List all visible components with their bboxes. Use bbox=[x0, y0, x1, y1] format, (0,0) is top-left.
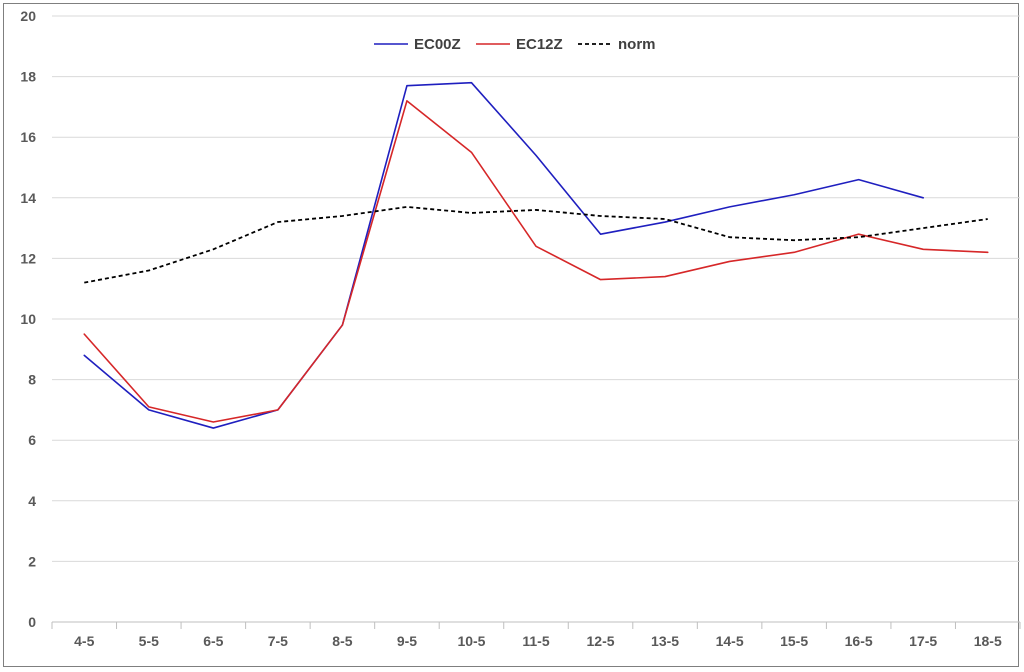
legend: EC00Z EC12Z norm bbox=[374, 36, 656, 53]
y-tick-label: 8 bbox=[28, 372, 36, 388]
y-tick-label: 16 bbox=[20, 129, 36, 145]
gridlines bbox=[52, 15, 1020, 562]
x-tick-label: 8-5 bbox=[332, 633, 352, 649]
y-tick-label: 4 bbox=[28, 493, 36, 509]
x-tick-label: 12-5 bbox=[587, 633, 615, 649]
chart-frame bbox=[3, 3, 1019, 667]
x-tick-label: 6-5 bbox=[203, 633, 223, 649]
y-tick-label: 18 bbox=[20, 69, 36, 85]
x-tick-label: 17-5 bbox=[909, 633, 937, 649]
y-tick-label: 2 bbox=[28, 553, 36, 569]
x-tick-label: 15-5 bbox=[780, 633, 808, 649]
x-tick-label: 9-5 bbox=[397, 633, 417, 649]
y-tick-label: 20 bbox=[20, 8, 36, 24]
axes: 0 2 4 6 8 10 12 14 16 18 20 4-5 5-5 6-5 7-5 8-5 9-5 10-5 1… bbox=[20, 8, 1021, 649]
x-tick-label: 14-5 bbox=[716, 633, 744, 649]
y-tick-label: 6 bbox=[28, 432, 36, 448]
y-tick-label: 14 bbox=[20, 190, 36, 206]
x-tick-label: 16-5 bbox=[845, 633, 873, 649]
x-tick-label: 5-5 bbox=[139, 633, 159, 649]
series-lines bbox=[83, 81, 989, 429]
legend-label-ec00z: EC00Z bbox=[414, 36, 461, 53]
series-line-ec12z bbox=[83, 100, 989, 423]
x-tick-label: 4-5 bbox=[74, 633, 94, 649]
series-line-ec00z bbox=[83, 81, 924, 429]
x-tick-label: 10-5 bbox=[457, 633, 485, 649]
x-tick-label: 18-5 bbox=[974, 633, 1002, 649]
y-tick-label: 10 bbox=[20, 311, 36, 327]
series-line-norm bbox=[84, 205, 988, 284]
y-tick-label: 0 bbox=[28, 614, 36, 630]
legend-label-norm: norm bbox=[618, 36, 656, 53]
y-tick-label: 12 bbox=[20, 250, 36, 266]
x-tick-label: 7-5 bbox=[268, 633, 288, 649]
x-tick-label: 13-5 bbox=[651, 633, 679, 649]
legend-label-ec12z: EC12Z bbox=[516, 36, 563, 53]
x-tick-label: 11-5 bbox=[522, 633, 549, 649]
